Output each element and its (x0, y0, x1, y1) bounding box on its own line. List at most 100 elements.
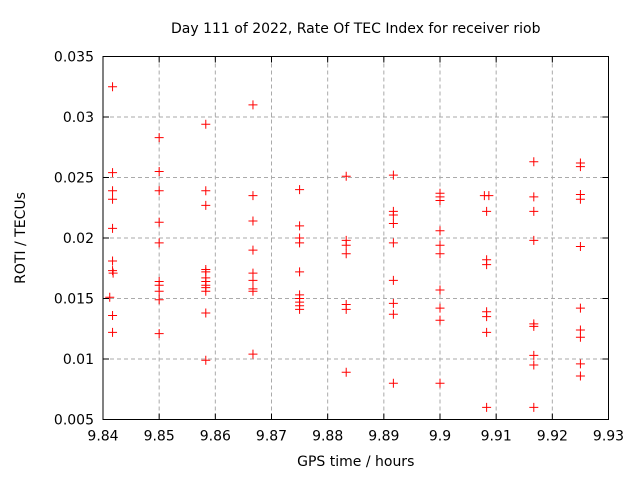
data-point-marker (388, 309, 398, 319)
x-tick-label: 9.86 (200, 429, 231, 445)
data-point-marker (154, 186, 164, 196)
data-point-marker (341, 367, 351, 377)
tick-labels-layer: 9.84 9.85 9.86 9.87 9.88 9.89 9.9 9.91 9.92 9.93 0… (54, 50, 624, 445)
x-tick-label: 9.87 (256, 429, 287, 445)
data-point-marker (154, 329, 164, 339)
data-point-marker (108, 266, 118, 276)
data-point-marker (435, 315, 445, 325)
data-point-marker (529, 360, 539, 370)
data-point-marker (529, 402, 539, 412)
x-tick-label: 9.88 (312, 429, 343, 445)
data-point-marker (529, 235, 539, 245)
data-point-marker (575, 241, 585, 251)
data-point-marker (295, 304, 305, 314)
data-point-marker (388, 298, 398, 308)
data-point-marker (529, 192, 539, 202)
y-tick-label: 0.025 (54, 171, 94, 187)
data-point-marker (435, 226, 445, 236)
data-point-marker (575, 303, 585, 313)
y-tick-label: 0.01 (63, 352, 94, 368)
data-point-marker (154, 166, 164, 176)
data-point-marker (435, 195, 445, 205)
data-point-marker (295, 185, 305, 195)
y-axis-label: ROTI / TECUs (13, 192, 29, 284)
data-point-marker (154, 238, 164, 248)
data-point-marker (575, 194, 585, 204)
data-point-marker (295, 267, 305, 277)
x-tick-label: 9.89 (368, 429, 399, 445)
ticks-layer (102, 56, 609, 420)
data-point-marker (388, 275, 398, 285)
data-point-marker (575, 359, 585, 369)
data-point-marker (108, 194, 118, 204)
x-tick-label: 9.9 (429, 429, 451, 445)
data-point-marker (108, 186, 118, 196)
data-point-marker (201, 119, 211, 129)
data-point-marker (482, 327, 492, 337)
data-point-marker (388, 210, 398, 220)
data-point-marker (248, 286, 258, 296)
data-point-marker (482, 402, 492, 412)
y-tick-label: 0.02 (63, 231, 94, 247)
data-point-marker (108, 168, 118, 178)
data-point-marker (154, 295, 164, 305)
data-point-marker (105, 292, 115, 302)
x-tick-label: 9.93 (593, 429, 624, 445)
data-point-marker (295, 238, 305, 248)
data-point-marker (388, 378, 398, 388)
y-tick-label: 0.015 (54, 292, 94, 308)
data-point-marker (482, 206, 492, 216)
data-point-marker (154, 133, 164, 143)
data-point-marker (248, 191, 258, 201)
y-tick-label: 0.035 (54, 50, 94, 66)
data-point-marker (201, 355, 211, 365)
data-point-marker (435, 378, 445, 388)
data-point-marker (341, 249, 351, 259)
data-point-marker (529, 350, 539, 360)
data-point-marker (201, 286, 211, 296)
data-point-marker (154, 286, 164, 296)
grid-layer (103, 56, 609, 420)
data-point-marker (435, 240, 445, 250)
data-point-marker (201, 186, 211, 196)
data-point-marker (295, 221, 305, 231)
data-point-marker (529, 206, 539, 216)
y-tick-label: 0.005 (54, 413, 94, 429)
data-point-marker (482, 260, 492, 270)
data-point-marker (248, 349, 258, 359)
chart-title: Day 111 of 2022, Rate Of TEC Index for r… (171, 21, 541, 37)
data-point-marker (108, 256, 118, 266)
data-point-marker (108, 327, 118, 337)
data-points-layer (105, 82, 585, 412)
data-point-marker (108, 310, 118, 320)
data-point-marker (201, 308, 211, 318)
data-point-marker (388, 170, 398, 180)
data-point-marker (575, 332, 585, 342)
data-point-marker (435, 303, 445, 313)
data-point-marker (248, 245, 258, 255)
data-point-marker (388, 218, 398, 228)
x-tick-label: 9.91 (481, 429, 512, 445)
data-point-marker (201, 200, 211, 210)
data-point-marker (435, 249, 445, 259)
data-point-marker (529, 321, 539, 331)
data-point-marker (435, 285, 445, 295)
data-point-marker (108, 223, 118, 233)
data-point-marker (108, 82, 118, 92)
data-point-marker (248, 100, 258, 110)
data-point-marker (482, 312, 492, 322)
data-point-marker (108, 268, 118, 278)
x-axis-label: GPS time / hours (297, 454, 414, 470)
data-point-marker (575, 371, 585, 381)
data-point-marker (341, 240, 351, 250)
data-point-marker (341, 171, 351, 181)
data-point-marker (484, 191, 494, 201)
data-point-marker (529, 157, 539, 167)
x-tick-label: 9.84 (87, 429, 118, 445)
data-point-marker (248, 216, 258, 226)
data-point-marker (248, 275, 258, 285)
data-point-marker (388, 238, 398, 248)
x-tick-label: 9.85 (144, 429, 175, 445)
data-point-marker (154, 217, 164, 227)
